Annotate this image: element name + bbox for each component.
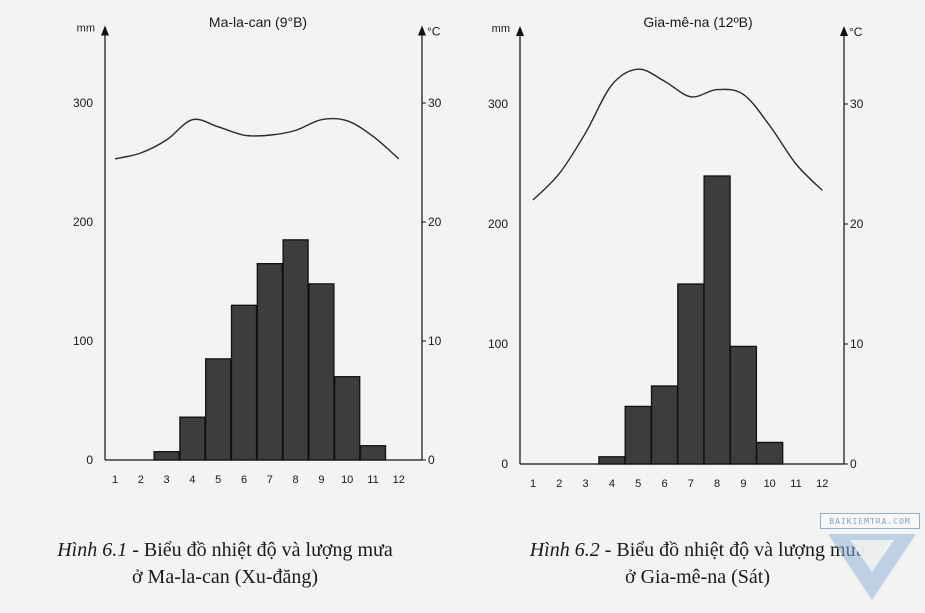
temperature-line (532, 68, 823, 201)
month-label: 2 (138, 474, 144, 486)
right-axis-unit: °C (427, 25, 441, 39)
figure-caption-1: Hình 6.1 - Biểu đồ nhiệt độ và lượng mưa… (0, 537, 450, 591)
month-label: 8 (293, 474, 299, 486)
watermark-arrow-inner (850, 540, 894, 572)
temperature-line (114, 117, 400, 160)
right-axis-arrow-icon (418, 25, 426, 36)
caption-line-1: - Biểu đồ nhiệt độ và lượng mưa (599, 539, 866, 561)
rainfall-bar (729, 345, 758, 465)
month-label: 1 (112, 474, 118, 486)
rainfall-bar (308, 283, 335, 461)
left-tick-label: 0 (86, 453, 93, 467)
month-label: 7 (688, 478, 694, 490)
left-axis-arrow-icon (101, 25, 109, 36)
month-label: 7 (267, 474, 273, 486)
watermark-logo: BAIKIEMTRA.COM (818, 512, 922, 610)
month-label: 3 (583, 478, 589, 490)
rainfall-bar (179, 416, 206, 461)
month-label: 12 (393, 474, 405, 486)
month-label: 6 (661, 478, 667, 490)
rainfall-bar (334, 376, 361, 461)
right-tick-label: 10 (850, 337, 864, 351)
left-tick-label: 100 (73, 334, 93, 348)
right-tick-label: 0 (428, 453, 435, 467)
left-tick-label: 300 (488, 97, 508, 111)
right-axis-arrow-icon (840, 26, 848, 36)
rainfall-bar (598, 456, 626, 465)
left-tick-label: 200 (73, 215, 93, 229)
right-tick-label: 0 (850, 457, 857, 471)
left-axis-unit: mm (77, 23, 95, 35)
caption-line-2: ở Ma-la-can (Xu-đăng) (131, 566, 319, 588)
month-label: 9 (318, 474, 324, 486)
left-tick-label: 100 (488, 337, 508, 351)
month-label: 4 (189, 474, 195, 486)
rainfall-bar (256, 262, 283, 461)
right-tick-label: 10 (428, 334, 442, 348)
left-tick-label: 300 (73, 96, 93, 110)
rainfall-bar (756, 441, 784, 465)
month-label: 10 (764, 478, 776, 490)
month-label: 8 (714, 478, 720, 490)
caption-line-2: ở Gia-mê-na (Sát) (625, 566, 770, 588)
rainfall-bar (282, 239, 309, 461)
month-label: 2 (556, 478, 562, 490)
month-label: 3 (164, 474, 170, 486)
rainfall-bar (650, 385, 679, 465)
right-tick-label: 20 (428, 215, 442, 229)
rainfall-bar (153, 451, 180, 461)
rainfall-bar (230, 304, 258, 461)
rainfall-bar (624, 405, 652, 465)
right-tick-label: 20 (850, 217, 864, 231)
caption-figure-label: Hình 6.1 (57, 539, 128, 561)
month-label: 5 (215, 474, 221, 486)
month-label: 11 (367, 474, 378, 486)
right-axis-unit: °C (849, 25, 863, 39)
left-axis-unit: mm (492, 23, 510, 35)
rainfall-bar (703, 175, 731, 465)
month-label: 1 (530, 478, 536, 490)
month-label: 4 (609, 478, 615, 490)
left-tick-label: 0 (501, 457, 508, 471)
month-label: 6 (241, 474, 247, 486)
caption-line-1: - Biểu đồ nhiệt độ và lượng mưa (127, 539, 393, 561)
left-tick-label: 200 (488, 217, 508, 231)
chart-title: Ma-la-can (9°B) (209, 14, 307, 30)
month-label: 11 (790, 478, 801, 490)
month-label: 10 (341, 474, 353, 486)
figure-caption-2: Hình 6.2 - Biểu đồ nhiệt độ và lượng mưa… (470, 537, 925, 591)
left-axis-arrow-icon (516, 26, 524, 36)
month-label: 9 (740, 478, 746, 490)
chart-title: Gia-mê-na (12ºB) (643, 14, 752, 30)
month-label: 5 (635, 478, 641, 490)
rainfall-bar (359, 445, 387, 461)
caption-figure-label: Hình 6.2 (529, 539, 600, 561)
watermark-text: BAIKIEMTRA.COM (820, 513, 920, 529)
rainfall-bar (205, 358, 232, 461)
right-tick-label: 30 (850, 97, 864, 111)
rainfall-bar (677, 283, 705, 465)
right-tick-label: 30 (428, 96, 442, 110)
month-label: 12 (816, 478, 828, 490)
